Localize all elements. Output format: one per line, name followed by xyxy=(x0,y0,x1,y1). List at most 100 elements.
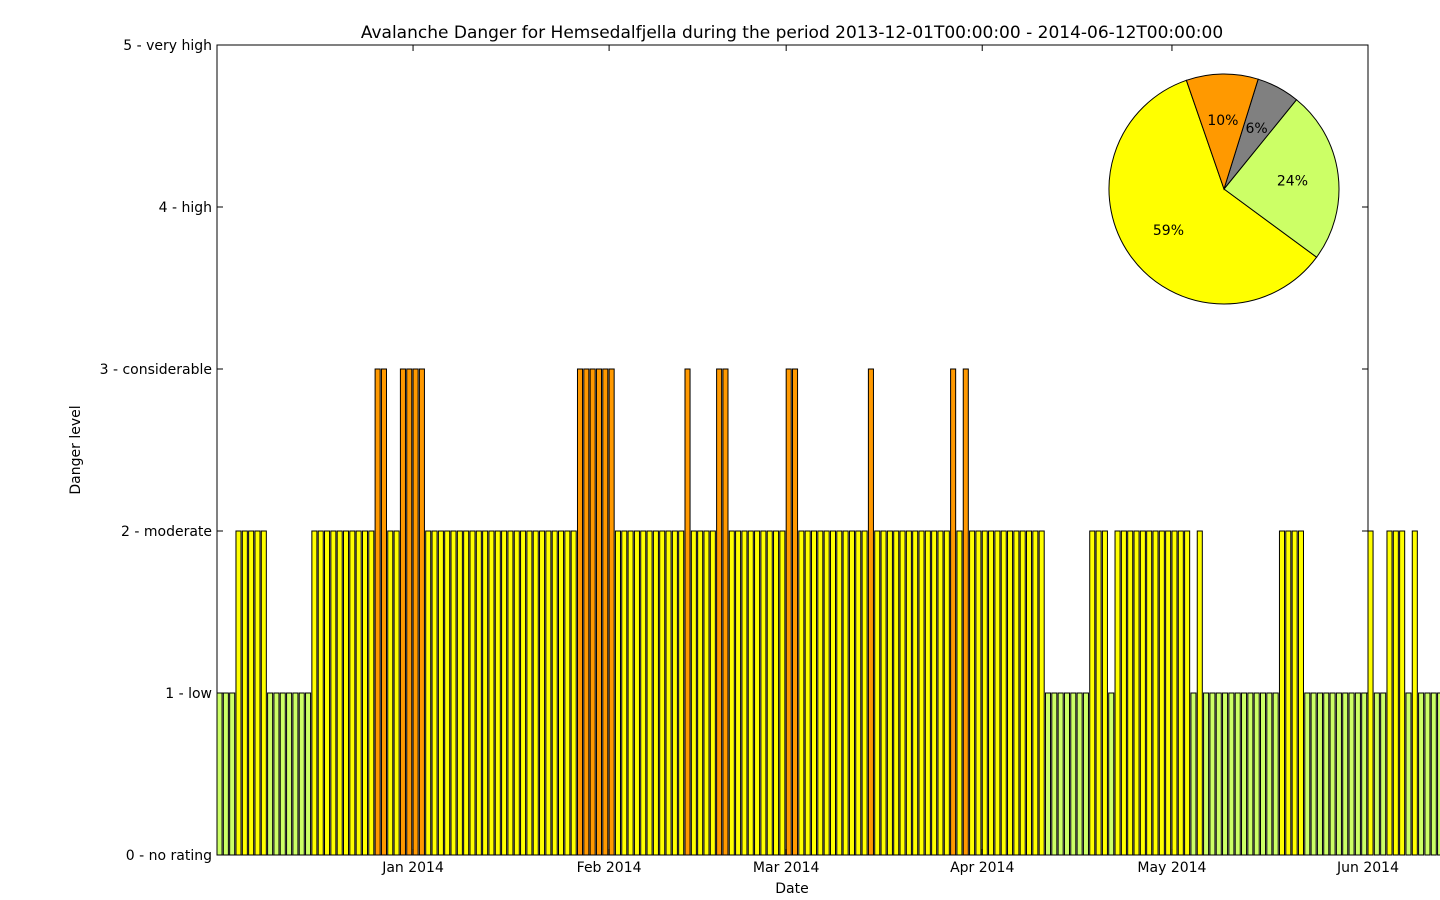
danger-bar xyxy=(1095,530,1102,856)
danger-bar xyxy=(222,692,229,856)
danger-bar xyxy=(646,530,653,856)
chart-title: Avalanche Danger for Hemsedalfjella duri… xyxy=(361,23,1223,43)
danger-bar xyxy=(595,368,603,856)
danger-bar xyxy=(1038,530,1045,856)
danger-bar xyxy=(1234,692,1241,856)
danger-bar xyxy=(437,530,444,856)
pie-slice-label: 59% xyxy=(1153,223,1184,239)
danger-bar xyxy=(614,530,621,856)
danger-bar xyxy=(1247,692,1254,856)
danger-bar xyxy=(324,530,331,856)
danger-bar xyxy=(1146,530,1153,856)
x-tick-label: Feb 2014 xyxy=(577,860,642,876)
danger-bar xyxy=(956,530,963,856)
danger-bar xyxy=(792,368,799,856)
danger-bar xyxy=(412,368,419,856)
danger-bar xyxy=(931,530,938,856)
pie-slice xyxy=(1223,99,1340,258)
danger-bar xyxy=(1000,530,1007,856)
danger-bar xyxy=(1082,692,1089,856)
danger-bar xyxy=(342,530,350,856)
danger-bar xyxy=(1152,530,1159,856)
danger-bar xyxy=(1424,692,1431,856)
danger-bar xyxy=(1032,530,1039,856)
danger-bar xyxy=(311,530,318,856)
danger-bar xyxy=(1203,692,1210,856)
danger-bar xyxy=(241,530,248,856)
danger-bar xyxy=(766,530,773,856)
danger-bar xyxy=(1070,692,1077,856)
pie-slice-label: 6% xyxy=(1245,121,1267,137)
danger-bar xyxy=(633,530,640,856)
danger-bar xyxy=(286,692,293,856)
danger-bar xyxy=(1127,530,1134,856)
danger-bar xyxy=(735,530,742,856)
x-tick-label: Jan 2014 xyxy=(381,860,444,876)
pie-slice xyxy=(1108,79,1318,305)
danger-bar xyxy=(361,530,369,856)
danger-bar xyxy=(1019,530,1026,856)
y-tick-label: 1 - low xyxy=(165,686,212,702)
pie-slice-label: 24% xyxy=(1277,173,1308,189)
danger-bar xyxy=(368,530,375,856)
danger-bar xyxy=(1044,692,1052,856)
danger-bar xyxy=(950,368,957,856)
y-tick-label: 5 - very high xyxy=(123,38,212,54)
danger-bar xyxy=(1259,692,1267,856)
danger-bar xyxy=(393,530,400,856)
x-tick-label: Jun 2014 xyxy=(1336,860,1399,876)
danger-bar xyxy=(602,368,609,856)
danger-bar xyxy=(1165,530,1172,856)
danger-bar xyxy=(1025,530,1033,856)
plot-frame xyxy=(216,44,1369,856)
danger-bar xyxy=(823,530,830,856)
danger-bar xyxy=(431,530,438,856)
danger-bar xyxy=(558,530,565,856)
danger-bar xyxy=(520,530,527,856)
danger-bar xyxy=(1310,692,1317,856)
danger-bar xyxy=(684,368,691,856)
danger-bar xyxy=(665,530,672,856)
danger-bar xyxy=(463,530,470,856)
danger-bar xyxy=(1437,692,1440,856)
danger-bar xyxy=(1139,530,1146,856)
danger-bar xyxy=(709,530,716,856)
danger-bar xyxy=(513,530,520,856)
danger-bar xyxy=(317,530,324,856)
danger-bar xyxy=(1342,692,1349,856)
danger-bar xyxy=(1386,530,1393,856)
danger-bar xyxy=(456,530,463,856)
danger-bar xyxy=(1222,692,1229,856)
danger-bar xyxy=(330,530,337,856)
y-tick-label: 4 - high xyxy=(159,200,212,216)
danger-bar xyxy=(545,530,552,856)
danger-bar xyxy=(652,530,659,856)
pie-slice-label: 10% xyxy=(1207,113,1238,129)
danger-bar xyxy=(785,368,792,856)
danger-bar xyxy=(1348,692,1355,856)
danger-bar xyxy=(829,530,837,856)
danger-bar xyxy=(254,530,261,856)
danger-bar xyxy=(817,530,824,856)
danger-bar xyxy=(1411,530,1418,856)
danger-bar xyxy=(305,692,312,856)
danger-bar xyxy=(1266,692,1273,856)
danger-bar xyxy=(697,530,704,856)
x-tick-label: May 2014 xyxy=(1137,860,1206,876)
danger-bar xyxy=(1190,692,1197,856)
danger-bar xyxy=(804,530,811,856)
danger-bar xyxy=(260,530,267,856)
danger-bar xyxy=(1392,530,1399,856)
danger-bar xyxy=(1114,530,1121,856)
danger-bar xyxy=(1228,692,1235,856)
danger-bar xyxy=(539,530,546,856)
x-tick-label: Apr 2014 xyxy=(950,860,1014,876)
danger-bar xyxy=(1063,692,1070,856)
danger-bar xyxy=(349,530,356,856)
x-axis: Jan 2014 Feb 2014 Mar 2014 Apr 2014 May 2014… xyxy=(381,45,1399,876)
danger-bar xyxy=(1108,692,1115,856)
danger-bar xyxy=(235,530,242,856)
danger-bar xyxy=(659,530,666,856)
danger-bar xyxy=(1184,530,1191,856)
